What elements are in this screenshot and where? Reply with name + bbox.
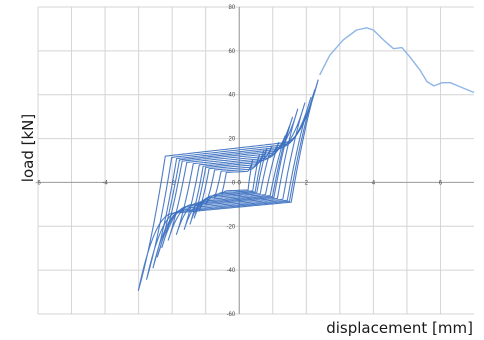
- y-tick-label: -20: [227, 224, 236, 230]
- cyclic-loop: [152, 96, 312, 269]
- monotonic-curve: [319, 27, 475, 94]
- y-tick-label: 0: [232, 180, 236, 186]
- cyclic-loop: [137, 79, 319, 291]
- y-axis-label: load [kN]: [19, 114, 37, 182]
- cyclic-loop: [205, 150, 265, 205]
- y-tick-label: 60: [229, 49, 236, 55]
- cyclic-loop: [156, 102, 306, 258]
- x-tick-label: 0: [238, 180, 242, 186]
- grid-layer: [37, 6, 474, 315]
- x-tick-labels: -6 -4 -2 0 2 4 6: [35, 180, 442, 186]
- y-tick-labels: -60 -40 -20 0 20 40 60 80: [227, 5, 236, 318]
- x-tick-label: 2: [305, 180, 309, 186]
- cyclic-loop: [189, 141, 280, 225]
- cyclic-loop: [161, 108, 299, 249]
- cyclic-loop: [167, 116, 294, 241]
- y-tick-label: 40: [229, 93, 236, 99]
- y-tick-label: -40: [227, 268, 236, 274]
- x-tick-label: -4: [102, 180, 108, 186]
- x-tick-label: -6: [35, 180, 41, 186]
- series-layer: [137, 27, 475, 291]
- cyclic-loop: [198, 147, 268, 212]
- y-tick-label: 80: [229, 5, 236, 11]
- x-axis-label: displacement [mm]: [326, 319, 473, 337]
- y-tick-label: 20: [229, 137, 236, 143]
- x-tick-label: 6: [439, 180, 443, 186]
- y-tick-label: -60: [227, 312, 236, 318]
- cyclic-loop: [213, 154, 261, 199]
- x-tick-label: 4: [372, 180, 376, 186]
